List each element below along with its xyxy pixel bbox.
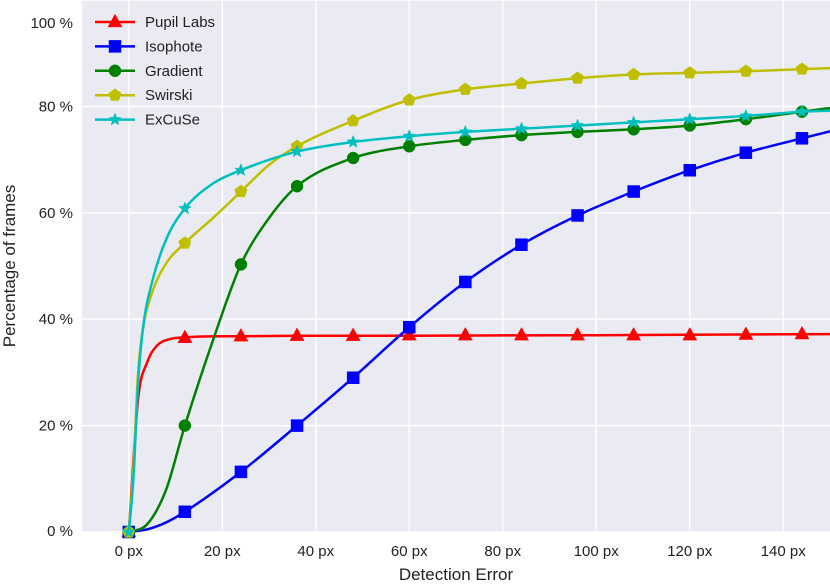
data-point — [570, 326, 585, 341]
data-point — [234, 184, 248, 198]
data-point — [514, 121, 529, 135]
legend-label: Pupil Labs — [145, 14, 215, 31]
legend-marker — [108, 40, 122, 53]
y-tick-label: 80 % — [39, 98, 73, 115]
data-point — [346, 151, 360, 165]
legend: Pupil Labs Isophote Gradient Swirski ExCuSe — [95, 13, 215, 129]
series-line — [127, 109, 830, 533]
data-point — [403, 320, 416, 334]
y-axis-label: Percentage of frames — [0, 185, 19, 348]
data-point — [627, 185, 640, 198]
data-point — [234, 163, 248, 177]
data-point — [290, 144, 304, 158]
legend-marker — [108, 88, 122, 101]
legend-label: ExCuSe — [145, 112, 200, 129]
data-point — [457, 326, 473, 341]
x-tick-label: 140 px — [761, 543, 807, 560]
data-point — [403, 140, 416, 153]
data-point — [626, 326, 642, 341]
data-point — [570, 118, 585, 132]
plot-background — [82, 0, 830, 532]
data-point — [682, 326, 698, 341]
data-point — [345, 327, 361, 341]
data-point — [346, 371, 360, 384]
legend-label: Gradient — [145, 63, 203, 80]
data-point — [178, 419, 192, 432]
x-tick-label: 100 px — [574, 543, 620, 560]
data-point — [571, 71, 584, 84]
data-point — [402, 129, 417, 143]
data-point — [234, 465, 248, 479]
x-axis-label: Detection Error — [399, 565, 514, 582]
y-tick-label: 0 % — [47, 523, 73, 540]
data-point — [290, 179, 304, 193]
y-tick-label: 100 % — [30, 15, 73, 32]
legend-item: Pupil Labs — [95, 13, 215, 31]
legend-item: Swirski — [95, 87, 193, 104]
data-point — [458, 82, 472, 95]
data-point — [459, 275, 472, 289]
data-point — [515, 238, 528, 251]
data-point — [795, 104, 809, 118]
data-point — [739, 64, 753, 77]
series-line — [128, 130, 830, 534]
y-tick-label: 20 % — [39, 418, 73, 435]
data-point — [346, 134, 360, 148]
data-point — [683, 66, 697, 79]
data-point — [289, 327, 305, 341]
series-excuse — [121, 104, 830, 538]
legend-item: ExCuSe — [95, 112, 200, 129]
data-point — [178, 201, 192, 215]
legend-item: Isophote — [95, 38, 203, 55]
data-point — [627, 67, 641, 80]
data-point — [795, 132, 809, 145]
x-tick-label: 0 px — [115, 543, 144, 560]
data-point — [459, 133, 472, 147]
x-tick-label: 120 px — [667, 543, 713, 560]
data-point — [402, 93, 416, 106]
tick-labels: 0 px 20 px 40 px 60 px 80 px 100 px 120 px 140 … — [30, 15, 806, 560]
data-point — [121, 524, 136, 538]
data-point — [234, 258, 248, 271]
data-point — [682, 112, 697, 125]
y-tick-label: 60 % — [39, 205, 73, 222]
data-point — [739, 108, 753, 122]
data-point — [458, 124, 473, 138]
x-tick-label: 20 px — [204, 543, 241, 560]
data-point — [571, 209, 584, 222]
data-point — [739, 146, 753, 159]
y-tick-label: 40 % — [39, 311, 73, 328]
data-point — [346, 113, 360, 127]
legend-item: Gradient — [95, 63, 203, 80]
legend-marker — [107, 13, 123, 28]
data-point — [401, 326, 417, 341]
legend-label: Isophote — [145, 38, 203, 55]
data-point — [795, 62, 809, 75]
data-point — [626, 115, 641, 129]
data-point — [514, 326, 529, 341]
data-point — [794, 325, 810, 340]
series-layer — [121, 62, 830, 539]
series-line — [127, 332, 830, 533]
data-point — [178, 505, 192, 519]
data-point — [515, 76, 528, 90]
data-point — [738, 326, 754, 340]
x-tick-label: 80 px — [484, 543, 521, 560]
data-point — [683, 163, 696, 177]
legend-label: Swirski — [145, 87, 193, 104]
grid-layer — [82, 0, 830, 533]
legend-marker — [108, 112, 122, 126]
data-point — [177, 329, 193, 343]
x-tick-label: 40 px — [297, 543, 334, 560]
data-point — [290, 419, 304, 432]
data-point — [178, 236, 192, 249]
data-point — [233, 327, 249, 342]
legend-marker — [108, 64, 122, 78]
x-tick-label: 60 px — [391, 543, 428, 560]
